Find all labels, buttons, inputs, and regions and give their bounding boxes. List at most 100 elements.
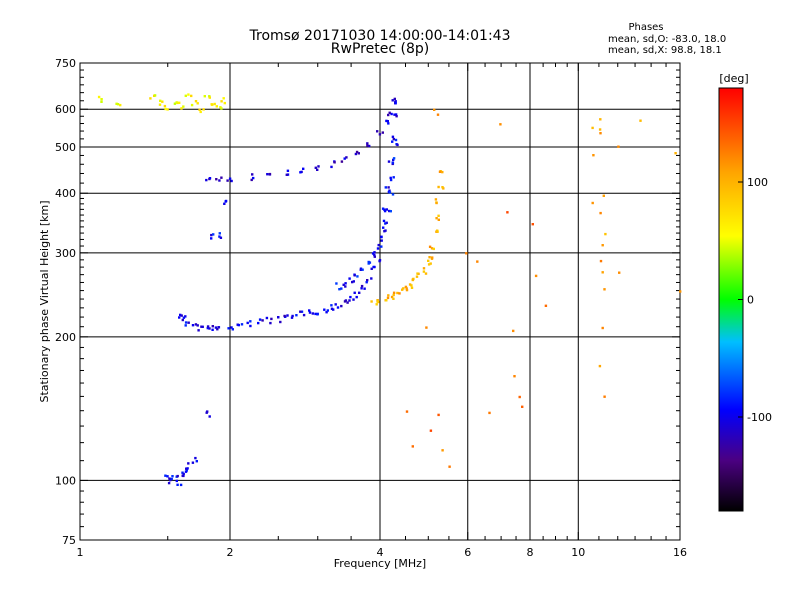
data-point <box>411 445 414 448</box>
data-point <box>387 160 391 163</box>
data-point <box>376 299 379 302</box>
data-point <box>222 97 225 100</box>
grid-layer <box>80 63 680 540</box>
y-tick-label-600: 600 <box>55 103 76 116</box>
data-point <box>391 161 394 164</box>
data-point <box>368 261 372 264</box>
data-point <box>592 154 595 157</box>
data-point <box>415 275 419 278</box>
data-point <box>330 165 333 169</box>
data-point <box>149 97 152 100</box>
data-point <box>394 100 397 103</box>
data-point <box>215 178 218 181</box>
data-point <box>308 311 312 314</box>
data-point <box>295 314 298 317</box>
data-point <box>100 100 103 103</box>
data-point <box>208 96 211 99</box>
data-point <box>377 243 380 247</box>
data-point <box>187 462 190 465</box>
data-point <box>394 138 398 142</box>
data-point <box>435 201 438 205</box>
data-point <box>488 411 491 415</box>
data-point <box>353 291 356 294</box>
data-point <box>437 214 440 217</box>
data-point <box>176 474 179 478</box>
series-5 <box>164 199 228 487</box>
data-point <box>387 122 390 125</box>
data-point <box>410 284 413 287</box>
data-point <box>394 113 398 116</box>
data-point <box>164 107 167 111</box>
data-point <box>599 211 602 215</box>
data-point <box>249 324 252 328</box>
data-point <box>430 257 434 260</box>
data-point <box>300 310 304 313</box>
data-point <box>512 329 515 333</box>
data-point <box>432 247 435 251</box>
data-point <box>601 244 604 247</box>
data-point <box>169 478 172 482</box>
data-point <box>237 323 240 327</box>
data-point <box>186 467 189 470</box>
data-point <box>330 304 333 307</box>
data-point <box>317 165 320 168</box>
data-point <box>411 278 415 281</box>
data-point <box>212 233 215 236</box>
data-point <box>383 209 387 213</box>
data-point <box>205 178 208 182</box>
data-point <box>385 299 388 302</box>
data-point <box>380 239 383 242</box>
colorbar-tick-label--100: -100 <box>747 411 772 424</box>
colorbar-ticks: -100 0 100 <box>738 176 772 424</box>
data-point <box>198 108 201 111</box>
data-point <box>352 298 355 301</box>
data-point <box>395 115 398 118</box>
data-point <box>376 247 380 250</box>
data-point <box>437 413 440 417</box>
data-point <box>391 99 394 102</box>
data-point <box>180 107 183 110</box>
data-point <box>352 280 355 283</box>
data-point <box>348 277 351 280</box>
data-point <box>392 297 395 300</box>
data-point <box>391 135 395 138</box>
data-point <box>394 102 397 105</box>
data-point <box>370 277 373 280</box>
data-point <box>531 223 534 226</box>
colorbar-tick-label-100: 100 <box>747 176 768 189</box>
data-point <box>373 251 376 254</box>
phases-info: Phases mean, sd,O: -83.0, 18.0 mean, sd,… <box>608 22 726 56</box>
data-points <box>97 93 682 487</box>
data-point <box>178 101 181 104</box>
data-point <box>392 158 395 162</box>
data-point <box>115 102 118 105</box>
data-point <box>513 375 516 378</box>
data-point <box>405 410 409 413</box>
data-point <box>308 309 311 312</box>
data-point <box>216 328 219 331</box>
y-tick-labels: 75 100 200 300 400 500 600 750 <box>55 57 76 547</box>
data-point <box>343 300 347 303</box>
chart-title: Tromsø 20171030 14:00:00-14:01:43 <box>249 28 511 44</box>
data-point <box>227 327 230 330</box>
data-point <box>195 460 198 463</box>
data-point <box>344 285 347 288</box>
data-point <box>448 465 451 468</box>
data-point <box>208 327 211 330</box>
data-point <box>190 94 193 98</box>
data-point <box>161 100 164 103</box>
data-point <box>218 235 221 238</box>
data-point <box>336 306 340 309</box>
data-point <box>200 325 203 328</box>
data-point <box>213 102 216 106</box>
x-tick-label-2: 2 <box>227 546 234 559</box>
data-point <box>617 145 620 148</box>
data-point <box>343 157 346 160</box>
data-point <box>604 232 607 236</box>
data-point <box>358 291 361 294</box>
phases-info-title: Phases <box>628 22 663 33</box>
data-point <box>316 313 319 316</box>
data-point <box>387 186 390 189</box>
data-point <box>433 108 436 111</box>
data-point <box>335 282 338 285</box>
